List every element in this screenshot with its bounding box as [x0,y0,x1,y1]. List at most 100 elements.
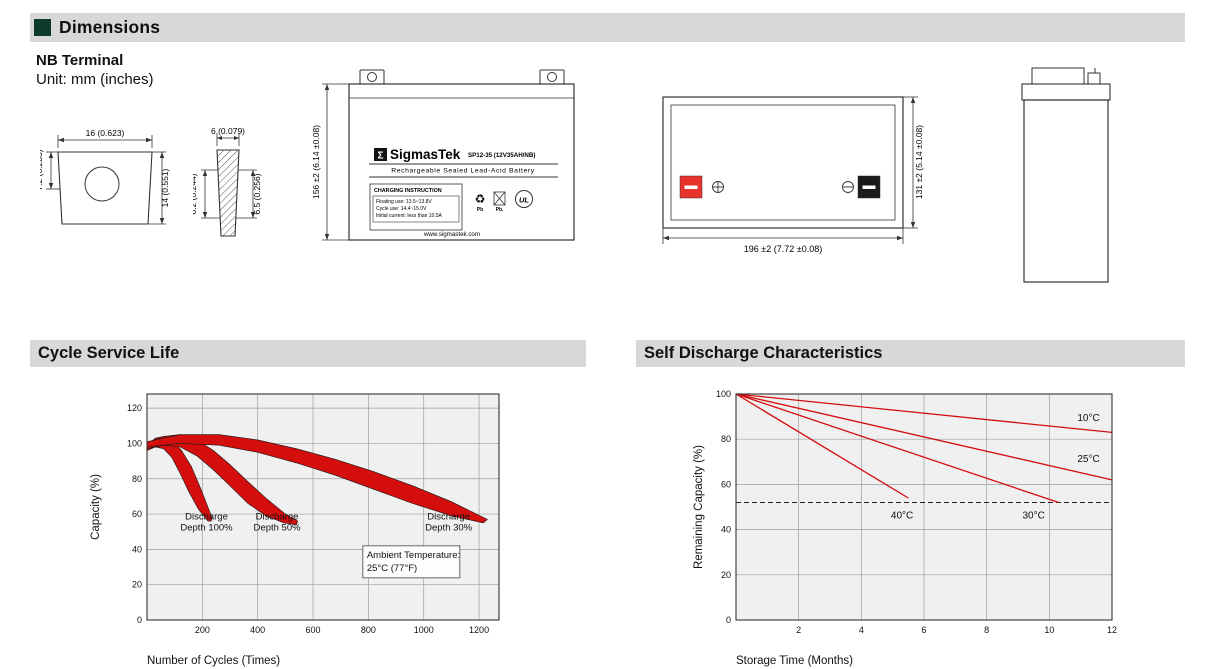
ts-dimension-lines [201,133,257,219]
plot-border [146,393,500,621]
plot-border [735,393,1113,621]
y-tick-label: 80 [132,474,142,484]
terminal-side-body [216,149,240,237]
y-tick-label: 60 [132,509,142,519]
series-line [735,393,1113,481]
top-view-inner [670,104,896,221]
ts-width-dim-label: 6 (0.079) [211,126,245,136]
bt-dimension-lines [662,96,918,244]
top-height-dim-label: 131 ±2 (5.14 ±0.08) [914,125,924,199]
battery-type-label: Rechargeable Sealed Lead-Acid Battery [391,168,535,175]
top-width-dim-label: 196 ±2 (7.72 ±0.08) [744,244,822,254]
ul-icon [515,190,533,208]
charging-line-2: Cycle use: 14.4~15.0V [376,206,427,212]
dimensions-header: Dimensions [30,13,1185,42]
top-view-outer [662,96,904,229]
recycle-pb-label: Pb [477,207,483,213]
charging-instruction-title: CHARGING INSTRUCTION [374,188,442,194]
ul-mark-label: UL [519,196,529,205]
x-tick-label: 4 [859,625,864,635]
series-label: 30°C [1022,510,1044,521]
terminal-front-drawing: 16 (0.623) 7.2 (0.283) 14 (0.551) [40,128,170,225]
x-axis-label: Number of Cycles (Times) [147,655,280,667]
x-tick-label: 12 [1107,625,1117,635]
x-tick-label: 200 [195,625,210,635]
band-label: Depth 30% [425,522,473,533]
side-view-body [1023,99,1109,283]
series-line [735,393,1113,434]
self-discharge-chart: 0 20 40 60 80 100 2 4 6 8 10 12 10°C 25°C 30°C 40°C Stor… [693,389,1117,667]
brand-logo [374,148,387,161]
brand-logo-glyph: Σ [377,151,383,162]
cycle-service-life-header: Cycle Service Life [30,340,586,367]
header-accent-square [34,19,51,36]
unit-label: Unit: mm (inches) [36,71,154,88]
tf-width-dim-label: 16 (0.623) [86,128,125,138]
terminal-hole [84,166,120,202]
bf-dimension-lines [322,83,349,241]
y-tick-label: 40 [132,544,142,554]
front-terminal-right-bolt [547,72,557,82]
red-terminal-minus-bar [684,185,698,189]
trash-pb-label: Pb. [496,207,504,213]
ambient-note-line: Ambient Temperature: [367,550,460,561]
terminal-side-drawing: 6 (0.079) 6.2 (0.244) 6.5 (0.256) [193,126,262,237]
band-label: Discharge [256,511,299,522]
battery-side-view [1021,67,1111,283]
bf-dimension-arrows [324,84,330,240]
series-label: 40°C [891,510,913,521]
y-tick-label: 100 [716,389,731,399]
band-label: Depth 50% [254,522,302,533]
ts-left-dim-label: 6.2 (0.244) [193,173,198,214]
negative-terminal-icon [842,181,854,193]
tf-left-dim-label: 7.2 (0.283) [40,149,44,190]
charging-line-3: Initial current: less than 10.5A [376,213,443,219]
side-view-terminal-cap [1031,67,1101,85]
y-tick-label: 60 [721,479,731,489]
band-label: Depth 100% [180,522,233,533]
y-axis-label: Remaining Capacity (%) [693,445,705,569]
x-tick-label: 10 [1044,625,1054,635]
y-tick-label: 0 [726,615,731,625]
series-line [735,393,1059,504]
ambient-note-box [362,545,461,579]
battery-top-view: 196 ±2 (7.72 ±0.08) 131 ±2 (5.14 ±0.08) [662,96,924,254]
positive-terminal-icon [712,181,724,193]
tf-dimension-arrows [48,137,165,224]
black-terminal-minus-bar [862,185,876,189]
model-number: SP12-35 (12V35AH/NB) [468,152,535,159]
y-tick-label: 20 [721,570,731,580]
x-tick-label: 1200 [469,625,489,635]
x-tick-label: 800 [361,625,376,635]
nb-terminal-label: NB Terminal [36,52,124,69]
cycle-service-life-chart: 0 20 40 60 80 100 120 200 400 600 800 1000 1200 Disch… [90,393,500,667]
x-axis-label: Storage Time (Months) [736,655,853,667]
y-axis-label: Capacity (%) [90,474,102,540]
x-tick-label: 1000 [414,625,434,635]
front-terminal-left-bolt [367,72,377,82]
charging-instruction-inner-box [372,195,460,223]
front-height-dim-label: 156 ±2 (6.14 ±0.08) [312,125,321,199]
band-label: Discharge [185,511,228,522]
brand-name: SigmasTek [390,147,461,162]
y-tick-label: 0 [137,615,142,625]
cycle-service-life-title: Cycle Service Life [38,344,180,362]
bt-dimension-arrows [663,97,916,241]
x-tick-label: 600 [306,625,321,635]
self-discharge-title: Self Discharge Characteristics [644,344,883,362]
terminal-front-body [57,151,153,225]
band-label: Discharge [427,511,470,522]
battery-front-view: 156 ±2 (6.14 ±0.08) Σ SigmasTek SP12-35 … [312,69,575,241]
charging-line-1: Floating use: 13.5~13.8V [376,199,432,205]
x-tick-label: 8 [984,625,989,635]
y-tick-label: 120 [127,403,142,413]
crossed-bin-icon [493,191,506,206]
recycle-icon: ♻ [475,192,486,206]
ts-dimension-arrows [202,136,256,218]
x-tick-label: 2 [796,625,801,635]
y-tick-label: 80 [721,434,731,444]
y-tick-label: 20 [132,580,142,590]
self-discharge-header: Self Discharge Characteristics [636,340,1185,367]
x-tick-label: 6 [921,625,926,635]
page-title: Dimensions [59,17,161,37]
